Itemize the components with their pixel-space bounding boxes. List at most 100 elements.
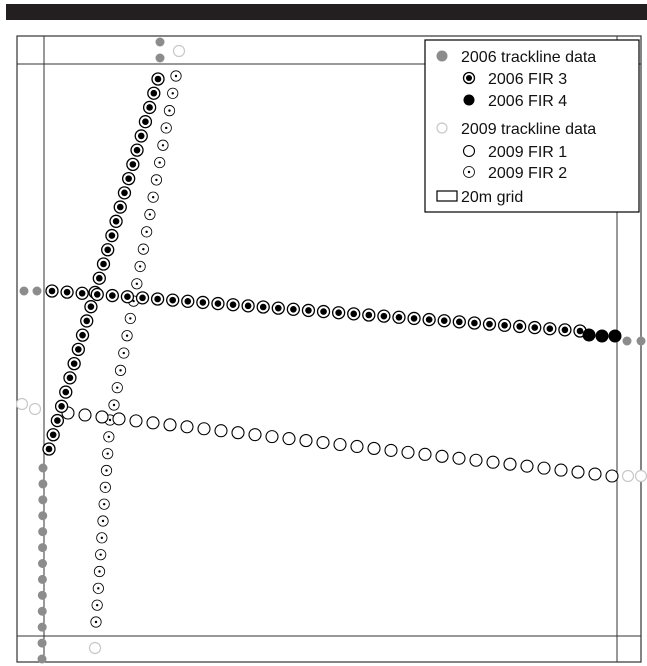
point-2009-fir1 — [554, 463, 568, 477]
point-2006-fir3 — [90, 287, 104, 302]
point-2006-fir3 — [377, 309, 391, 323]
point-2009-fir2 — [167, 87, 179, 99]
point-2006-trackline — [37, 590, 47, 600]
point-2006-trackline — [38, 495, 48, 505]
point-2006-fir3 — [42, 442, 56, 456]
point-2006-fir3 — [63, 371, 77, 385]
legend-label: 2006 FIR 4 — [488, 93, 567, 110]
point-2006-fir3 — [196, 295, 210, 310]
point-2009-fir1 — [146, 416, 160, 430]
point-2009-fir1 — [537, 461, 551, 475]
point-2006-trackline — [32, 286, 42, 296]
point-2006-fir3 — [452, 315, 466, 329]
point-2006-fir3 — [75, 286, 89, 300]
point-2006-fir4 — [608, 329, 622, 343]
point-2006-fir3 — [45, 284, 59, 298]
legend-label: 2006 trackline data — [461, 49, 596, 66]
point-2006-fir3 — [226, 298, 240, 312]
legend-symbol — [463, 166, 475, 178]
point-2006-trackline — [38, 543, 48, 553]
point-2006-fir3 — [138, 115, 153, 129]
point-2006-fir3 — [301, 303, 316, 318]
point-2009-trackline — [15, 397, 29, 411]
point-2006-fir3 — [543, 322, 557, 336]
point-2006-fir3 — [482, 317, 497, 331]
point-2009-fir1 — [435, 449, 449, 463]
point-2009-fir1 — [163, 418, 177, 432]
point-2006-fir3 — [50, 413, 65, 428]
point-2009-fir2 — [144, 208, 156, 221]
point-2006-fir3 — [211, 296, 225, 311]
point-2006-fir3 — [347, 307, 361, 321]
point-2009-fir2 — [102, 448, 114, 460]
point-2009-fir1 — [282, 432, 296, 446]
point-2009-fir1 — [248, 428, 262, 442]
point-2006-fir3 — [134, 129, 148, 143]
plot-frame — [16, 35, 642, 663]
point-2006-fir3 — [528, 320, 542, 335]
point-2009-fir2 — [95, 549, 107, 561]
point-2009-fir2 — [121, 330, 133, 342]
point-2006-fir3 — [75, 328, 90, 342]
point-2009-fir2 — [114, 364, 127, 376]
legend-label: 2009 trackline data — [461, 121, 596, 138]
legend-label: 20m grid — [461, 189, 523, 206]
point-2009-fir1 — [112, 412, 126, 426]
legend-symbol — [436, 122, 448, 134]
legend-symbol — [463, 94, 475, 106]
legend-box — [424, 39, 640, 213]
point-2006-trackline — [37, 622, 47, 632]
point-2009-fir1 — [214, 424, 228, 438]
point-2009-fir2 — [93, 565, 106, 578]
point-2009-fir1 — [129, 414, 143, 428]
point-2009-fir1 — [265, 430, 279, 444]
point-2009-fir2 — [90, 616, 102, 628]
point-2009-fir2 — [141, 226, 153, 238]
point-2009-fir2 — [108, 399, 120, 411]
point-2006-fir3 — [286, 302, 301, 316]
point-2006-trackline — [38, 527, 48, 537]
point-2006-fir3 — [316, 304, 331, 319]
point-2006-trackline — [37, 606, 47, 616]
point-2006-fir3 — [437, 314, 451, 328]
point-2006-fir3 — [101, 243, 115, 257]
point-2006-fir3 — [241, 299, 255, 313]
point-2009-fir2 — [98, 498, 110, 510]
point-2009-trackline — [634, 469, 647, 483]
point-2009-fir2 — [137, 243, 149, 255]
point-2006-trackline — [155, 37, 165, 47]
point-2009-fir2 — [154, 156, 166, 169]
legend-label: 2009 FIR 2 — [488, 165, 567, 182]
point-2009-fir1 — [452, 451, 466, 465]
point-2009-fir1 — [469, 453, 483, 467]
trackline-points — [15, 37, 647, 664]
point-2006-fir3 — [422, 312, 436, 327]
legend-label: 2009 FIR 1 — [488, 144, 567, 161]
point-2009-trackline — [621, 469, 635, 483]
point-2006-fir3 — [71, 342, 85, 357]
point-2009-fir2 — [118, 347, 130, 359]
point-2009-fir2 — [131, 278, 143, 290]
legend-symbol — [436, 50, 448, 62]
point-2006-trackline — [19, 286, 29, 296]
point-2006-fir3 — [151, 72, 165, 86]
point-2009-trackline — [172, 44, 186, 58]
point-2006-fir3 — [105, 288, 119, 303]
point-2009-fir1 — [95, 410, 109, 424]
point-2006-fir4 — [582, 328, 596, 342]
legend-symbol — [462, 144, 476, 158]
point-2006-fir3 — [67, 356, 81, 371]
legend-symbol — [436, 190, 458, 202]
point-2009-fir2 — [163, 105, 176, 117]
point-2009-fir1 — [180, 420, 194, 434]
point-2006-trackline — [622, 336, 632, 346]
point-2006-fir3 — [60, 285, 74, 299]
point-2006-fir4 — [595, 329, 609, 343]
point-2006-trackline — [155, 53, 165, 63]
point-2006-fir3 — [497, 318, 512, 332]
point-2009-fir2 — [134, 260, 146, 273]
point-2006-fir3 — [513, 319, 527, 334]
point-2006-fir3 — [166, 293, 180, 307]
point-2009-fir2 — [103, 431, 115, 443]
